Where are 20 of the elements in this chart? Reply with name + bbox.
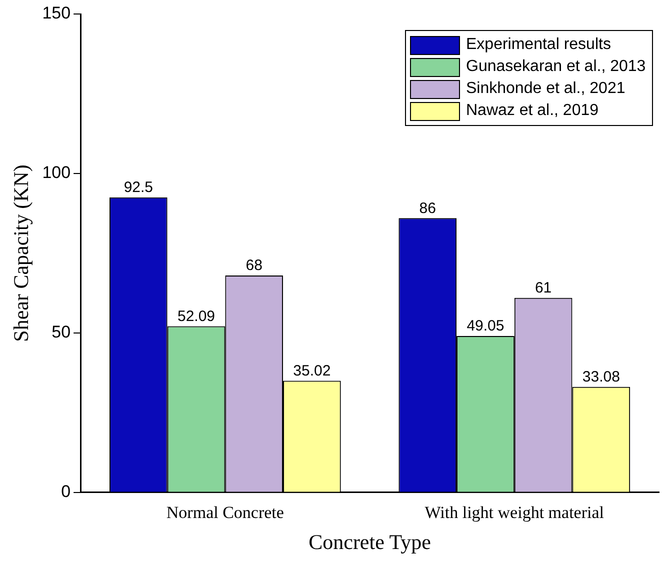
data-label: 35.02	[293, 362, 331, 380]
data-label: 33.08	[582, 368, 620, 386]
y-axis-title: Shear Capacity (KN)	[9, 164, 34, 342]
x-tick-label: Normal Concrete	[166, 503, 284, 522]
data-label: 52.09	[177, 308, 216, 325]
legend-label: Experimental results	[466, 36, 611, 54]
y-tick-label: 50	[52, 322, 71, 342]
legend-label: Gunasekaran et al., 2013	[466, 58, 646, 76]
data-label: 49.05	[466, 318, 504, 335]
x-axis-title: Concrete Type	[308, 530, 431, 554]
y-tick-label: 100	[42, 163, 71, 182]
data-label: 61	[534, 279, 552, 296]
data-label: 68	[246, 257, 262, 274]
x-tick-label: With light weight material	[424, 503, 604, 522]
data-label: 92.5	[124, 179, 154, 196]
data-label: 86	[419, 200, 436, 217]
legend-label: Nawaz et al., 2019	[466, 102, 599, 120]
y-tick-label: 0	[61, 482, 71, 502]
y-tick-label: 150	[42, 4, 71, 23]
legend-label: Sinkhonde et al., 2021	[466, 80, 626, 98]
